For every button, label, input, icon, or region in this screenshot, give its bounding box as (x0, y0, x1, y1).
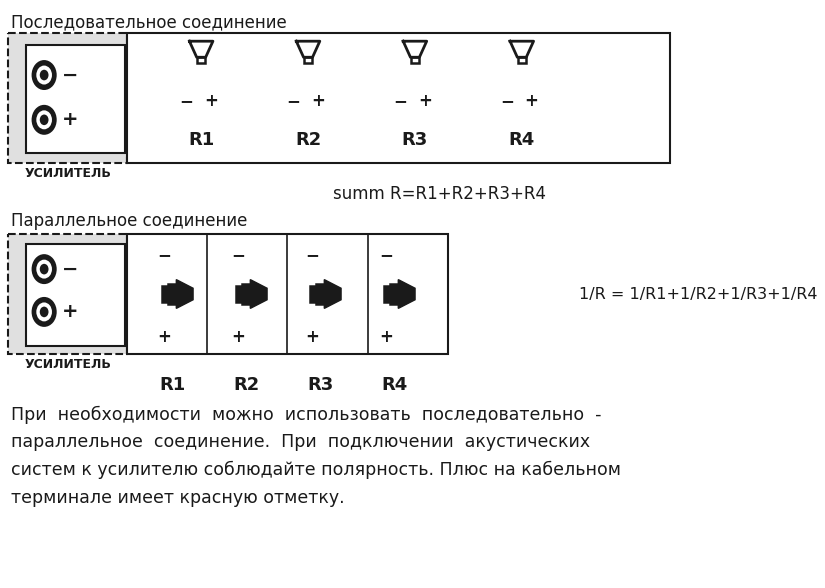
Text: summ R=R1+R2+R3+R4: summ R=R1+R2+R3+R4 (333, 185, 546, 202)
Bar (310, 286, 317, 302)
Text: R4: R4 (381, 376, 408, 393)
Polygon shape (403, 41, 427, 57)
Text: +: + (62, 302, 78, 322)
Bar (197, 57, 205, 63)
Text: +: + (62, 111, 78, 129)
Text: R3: R3 (402, 131, 428, 149)
Circle shape (36, 111, 52, 129)
Bar (317, 283, 324, 305)
Bar (163, 286, 168, 302)
Circle shape (33, 61, 55, 89)
Circle shape (36, 302, 52, 322)
Text: параллельное  соединение.  При  подключении  акустических: параллельное соединение. При подключении… (12, 433, 591, 452)
Text: При  необходимости  можно  использовать  последовательно  -: При необходимости можно использовать пос… (12, 406, 601, 424)
Polygon shape (510, 41, 534, 57)
Text: R1: R1 (159, 376, 186, 393)
Circle shape (40, 115, 49, 125)
Text: −: − (500, 92, 514, 110)
FancyBboxPatch shape (8, 234, 127, 354)
Bar (304, 57, 312, 63)
Bar (390, 283, 398, 305)
Text: −: − (286, 92, 300, 110)
Text: +: + (158, 328, 171, 346)
Text: +: + (417, 92, 431, 110)
Text: −: − (179, 92, 193, 110)
Bar (127, 234, 448, 354)
Text: УСИЛИТЕЛЬ: УСИЛИТЕЛЬ (24, 166, 111, 179)
Text: систем к усилителю соблюдайте полярность. Плюс на кабельном: систем к усилителю соблюдайте полярность… (12, 461, 621, 479)
Text: Параллельное соединение: Параллельное соединение (12, 212, 248, 230)
Bar (411, 57, 419, 63)
Text: −: − (380, 246, 393, 264)
Bar (168, 283, 177, 305)
Text: R2: R2 (233, 376, 260, 393)
Circle shape (40, 264, 49, 275)
Text: R2: R2 (295, 131, 321, 149)
Text: R4: R4 (509, 131, 535, 149)
Bar (127, 34, 670, 163)
Text: +: + (204, 92, 218, 110)
Polygon shape (250, 280, 267, 308)
Text: −: − (231, 246, 245, 264)
Circle shape (33, 298, 55, 326)
Text: −: − (62, 65, 78, 85)
Text: +: + (311, 92, 325, 110)
Circle shape (36, 260, 52, 279)
Text: УСИЛИТЕЛЬ: УСИЛИТЕЛЬ (24, 358, 111, 370)
Text: терминале имеет красную отметку.: терминале имеет красную отметку. (12, 489, 345, 507)
Text: −: − (305, 246, 319, 264)
Text: +: + (380, 328, 393, 346)
Circle shape (33, 106, 55, 133)
Bar (236, 286, 243, 302)
Text: −: − (158, 246, 171, 264)
Text: +: + (231, 328, 245, 346)
Polygon shape (398, 280, 415, 308)
Text: 1/R = 1/R1+1/R2+1/R3+1/R4: 1/R = 1/R1+1/R2+1/R3+1/R4 (579, 286, 818, 302)
Bar (243, 283, 250, 305)
Polygon shape (190, 41, 213, 57)
Text: R3: R3 (307, 376, 333, 393)
Text: Последовательное соединение: Последовательное соединение (12, 14, 287, 31)
Circle shape (36, 66, 52, 85)
Bar (518, 57, 526, 63)
Circle shape (40, 306, 49, 317)
Circle shape (40, 70, 49, 81)
FancyBboxPatch shape (8, 34, 127, 163)
Text: −: − (62, 260, 78, 279)
Polygon shape (296, 41, 320, 57)
Polygon shape (324, 280, 341, 308)
Bar (26, 45, 125, 153)
Bar (384, 286, 390, 302)
Text: +: + (305, 328, 319, 346)
Text: +: + (525, 92, 539, 110)
Text: −: − (394, 92, 407, 110)
Circle shape (33, 255, 55, 283)
Polygon shape (177, 280, 193, 308)
Text: R1: R1 (188, 131, 214, 149)
Bar (26, 244, 125, 346)
